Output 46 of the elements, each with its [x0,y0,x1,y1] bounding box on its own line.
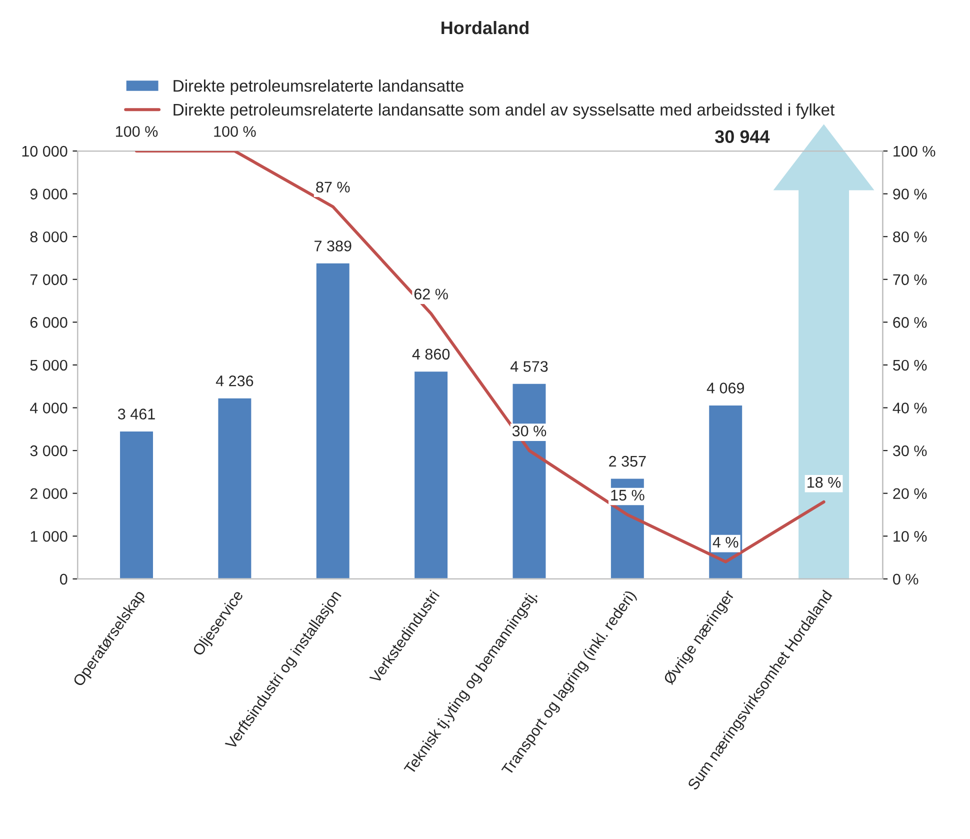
y2-tick-label: 90 % [893,188,927,200]
bar [216,396,253,579]
data-label: 7 389 [314,240,352,252]
y-tick-label: 3 000 [30,445,68,456]
y-tick-label: 5 000 [30,360,68,371]
bar [118,430,154,579]
y2-tick-label: 80 % [893,231,927,242]
bar [413,370,449,579]
data-label: 100 % [214,126,256,137]
y-tick-label: 4 000 [30,402,68,414]
y-tick-label: 7 000 [30,274,68,286]
data-label: 4 573 [510,361,548,372]
data-label: 62 % [414,288,448,300]
y2-tick-label: 0 % [893,574,918,585]
y2-tick-label: 50 % [893,360,927,371]
legend-label: Direkte petroleumsrelaterte landansatte som andel av sysselsatte med arbeidssted i fylket [174,103,835,119]
y2-tick-label: 30 % [893,445,927,456]
data-label: 100 % [116,126,158,137]
y-tick-label: 1 000 [30,530,68,542]
y-tick-label: 6 000 [30,317,68,328]
data-label: 3 461 [118,408,155,420]
y2-tick-label: 40 % [892,402,927,414]
text: 30 944 [714,130,770,144]
y2-tick-label: 20 % [893,488,927,500]
data-label: 15 % [611,490,644,501]
y-tick-label: 9 000 [30,188,68,200]
data-label: 4 % [712,536,738,548]
bar [315,262,351,579]
data-label: 2 357 [609,456,646,467]
y-tick-label: 8 000 [30,231,68,242]
y2-tick-label: 70 % [893,274,927,286]
chart-title: Hordaland [442,20,528,34]
data-label: 4 236 [216,375,254,386]
y2-tick-label: 10 % [894,530,927,542]
data-label: 4 860 [412,348,450,360]
y-tick-label: 2 000 [30,488,68,500]
bar [708,404,744,579]
data-label: 18 % [808,476,841,488]
data-label: 87 % [316,182,350,193]
legend-label: Direkte petroleumsrelaterte landansatte [174,80,464,96]
y-tick-label: 0 [60,574,68,585]
y2-tick-label: 60 % [893,317,927,328]
y-tick-label: 10 000 [22,146,68,157]
data-label: 30 % [512,426,546,436]
data-label: 4 069 [706,382,744,394]
y2-tick-label: 100 % [894,146,936,157]
